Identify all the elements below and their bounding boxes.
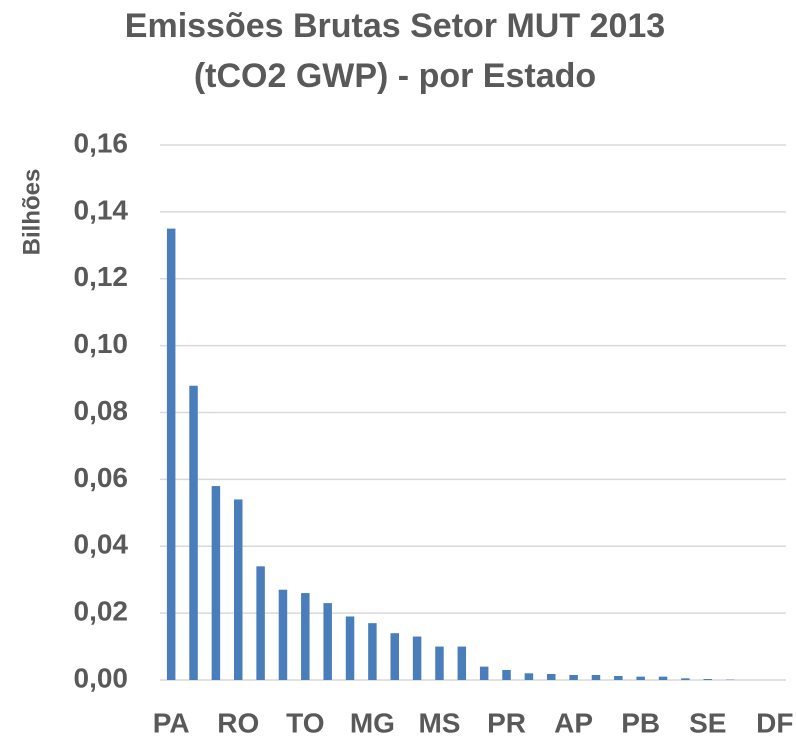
bar — [457, 646, 467, 680]
bar — [256, 566, 265, 680]
bar — [636, 676, 645, 680]
x-tick-label: DF — [756, 707, 793, 738]
x-tick-label: MG — [350, 707, 395, 738]
y-tick-label: 0,02 — [74, 596, 129, 627]
chart-title: (tCO2 GWP) - por Estado — [194, 57, 596, 95]
bar — [278, 589, 288, 680]
y-tick-label: 0,00 — [74, 662, 129, 693]
bar — [614, 675, 623, 680]
bar — [323, 603, 332, 680]
bar — [412, 636, 422, 680]
bar — [390, 633, 399, 680]
bar — [211, 486, 221, 680]
x-tick-label: TO — [286, 707, 324, 738]
bar — [368, 623, 377, 680]
bar — [547, 673, 556, 680]
bar — [234, 499, 243, 680]
y-axis-label: Bilhões — [18, 169, 45, 256]
y-tick-label: 0,14 — [74, 194, 129, 225]
x-tick-label: AP — [554, 707, 593, 738]
y-tick-label: 0,12 — [74, 261, 129, 292]
bar — [524, 673, 534, 680]
bar — [681, 678, 690, 680]
y-tick-label: 0,04 — [74, 529, 129, 560]
x-tick-label: PA — [153, 707, 190, 738]
y-tick-label: 0,06 — [74, 462, 129, 493]
bar — [166, 228, 176, 680]
bar — [479, 666, 489, 680]
chart-title: Emissões Brutas Setor MUT 2013 — [125, 7, 665, 45]
bar — [301, 593, 310, 680]
y-tick-label: 0,08 — [74, 395, 129, 426]
bar — [703, 678, 712, 680]
y-tick-label: 0,16 — [74, 127, 129, 158]
x-tick-label: RO — [217, 707, 259, 738]
x-tick-label: PR — [487, 707, 526, 738]
bar — [591, 674, 601, 680]
bar — [435, 646, 444, 680]
bar — [189, 385, 198, 680]
bar — [345, 616, 355, 680]
x-tick-label: PB — [621, 707, 660, 738]
y-tick-label: 0,10 — [74, 328, 129, 359]
x-tick-label: MS — [418, 707, 460, 738]
x-tick-label: SE — [689, 707, 726, 738]
bar — [502, 669, 511, 680]
bar — [569, 674, 578, 680]
bar — [658, 676, 668, 680]
